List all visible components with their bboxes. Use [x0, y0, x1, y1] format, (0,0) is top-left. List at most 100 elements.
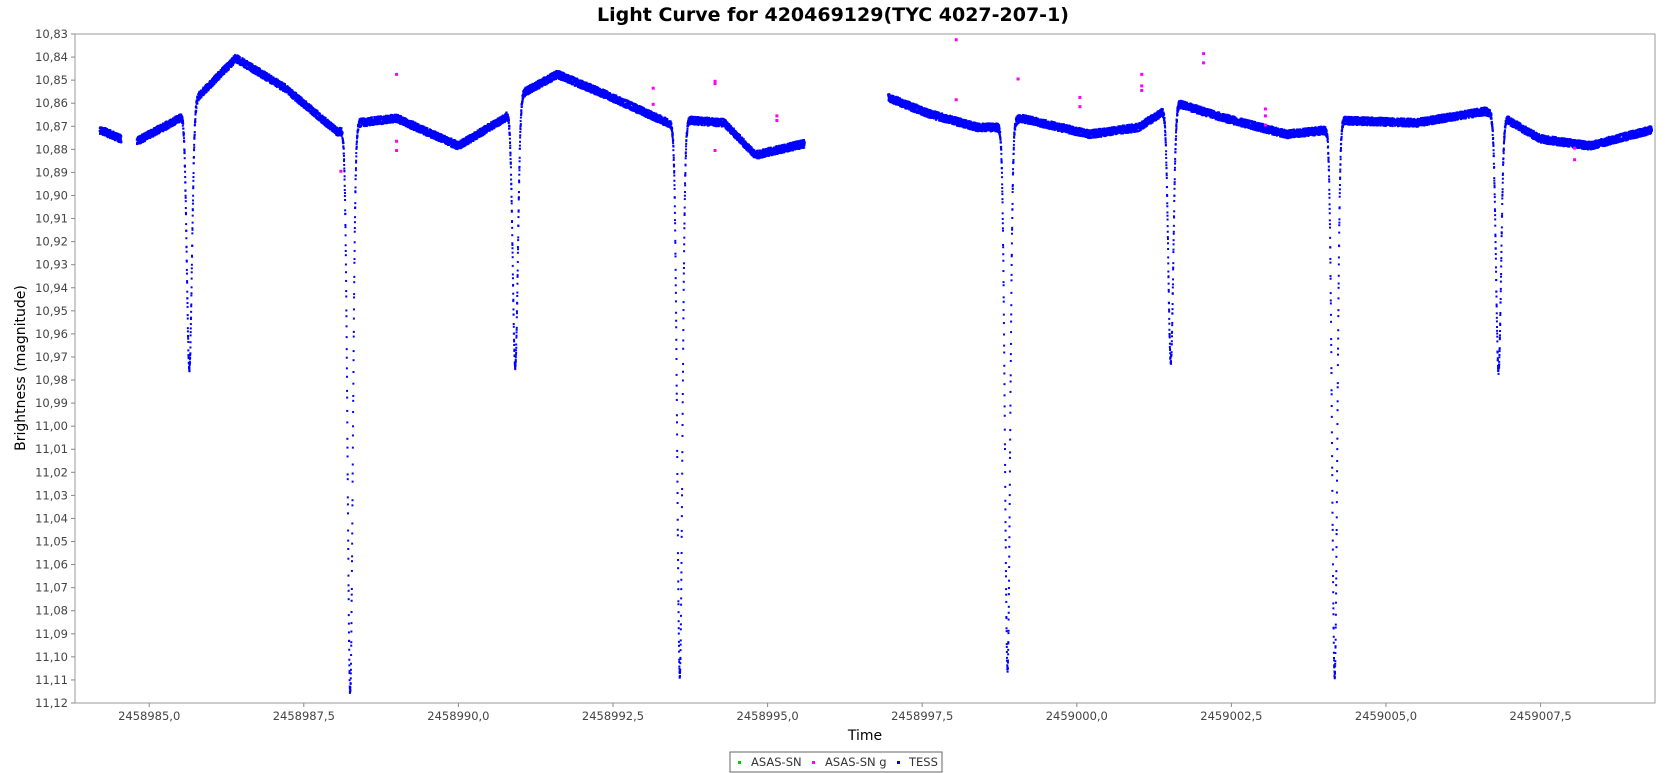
tess-point: [518, 156, 521, 159]
tess-point: [510, 200, 513, 202]
tess-point: [508, 133, 511, 136]
tess-point: [255, 69, 258, 72]
tess-point: [113, 136, 116, 139]
tess-point: [483, 133, 486, 136]
tess-point: [514, 364, 517, 367]
tess-point: [186, 297, 189, 300]
tess-point: [237, 62, 240, 65]
tess-point: [192, 176, 195, 179]
tess-point: [120, 140, 123, 143]
tess-point: [352, 371, 355, 374]
tess-point: [347, 512, 349, 515]
tess-point: [350, 644, 353, 647]
tess-point: [232, 55, 235, 58]
tess-point: [510, 182, 513, 185]
tess-point: [115, 132, 118, 135]
tess-point: [259, 71, 262, 74]
tess-point: [344, 198, 347, 201]
tess-point: [233, 61, 236, 64]
tess-point: [187, 356, 190, 359]
tess-point: [189, 334, 192, 337]
tess-point: [182, 121, 185, 124]
tess-point: [190, 303, 193, 306]
tess-point: [120, 135, 123, 138]
tess-point: [216, 74, 219, 77]
tess-point: [182, 132, 185, 135]
tess-point: [146, 138, 149, 140]
tess-point: [519, 120, 522, 123]
tess-point: [347, 622, 350, 625]
tess-point: [188, 360, 191, 363]
tess-point: [152, 135, 155, 138]
tess-point: [519, 123, 522, 126]
tess-point: [221, 71, 224, 74]
tess-point: [201, 92, 204, 95]
tess-point: [511, 226, 514, 229]
tess-point: [185, 237, 188, 240]
tess-point: [346, 478, 349, 481]
tess-point: [344, 209, 347, 212]
tess-point: [350, 654, 353, 657]
tess-point: [190, 316, 193, 319]
tess-point: [181, 116, 184, 119]
tess-point: [241, 58, 244, 61]
tess-point: [469, 141, 472, 144]
tess-point: [223, 71, 226, 74]
tess-point: [519, 116, 522, 119]
tess-point: [353, 258, 356, 261]
tess-point: [200, 96, 203, 99]
tess-point: [194, 111, 197, 114]
tess-point: [252, 71, 255, 74]
tess-point: [227, 66, 230, 69]
tess-point: [150, 129, 153, 132]
tess-point: [140, 141, 143, 144]
tess-point: [516, 246, 519, 249]
tess-point: [191, 208, 194, 211]
tess-point: [346, 437, 349, 440]
tess-point: [342, 154, 345, 157]
tess-point: [352, 308, 355, 311]
tess-point: [187, 354, 190, 357]
tess-point: [346, 389, 349, 392]
tess-point: [263, 72, 266, 75]
tess-point: [518, 144, 521, 147]
tess-point: [195, 106, 198, 109]
tess-point: [352, 317, 355, 320]
tess-point: [224, 67, 227, 70]
tess-point: [267, 79, 270, 82]
tess-point: [515, 316, 518, 319]
tess-point: [261, 73, 264, 76]
tess-point: [353, 230, 356, 233]
tess-point: [350, 611, 353, 614]
tess-point: [169, 121, 172, 124]
tess-point: [184, 196, 187, 199]
tess-point: [188, 364, 191, 367]
tess-point: [346, 396, 349, 399]
tess-point: [189, 354, 192, 357]
tess-point: [243, 66, 246, 69]
tess-point: [305, 100, 308, 103]
tess-point: [354, 202, 357, 205]
tess-point: [515, 331, 518, 334]
tess-point: [514, 358, 517, 361]
tess-point: [191, 209, 194, 212]
chart-title: Light Curve for 420469129(TYC 4027-207-1…: [597, 4, 1069, 26]
tess-point: [152, 131, 155, 134]
tess-point: [171, 121, 174, 124]
tess-point: [187, 334, 190, 337]
tess-point: [350, 630, 353, 633]
tess-point: [510, 173, 513, 176]
tess-point: [238, 56, 241, 59]
tess-point: [518, 147, 521, 150]
tess-point: [186, 290, 189, 293]
tess-point: [191, 227, 194, 230]
tess-point: [520, 113, 523, 116]
tess-point: [185, 268, 188, 271]
tess-point: [181, 120, 184, 123]
tess-point: [181, 117, 184, 120]
tess-point: [341, 131, 344, 134]
tess-point: [345, 279, 348, 282]
plot-area: [74, 33, 1656, 704]
tess-point: [183, 137, 186, 140]
tess-point: [350, 662, 353, 665]
